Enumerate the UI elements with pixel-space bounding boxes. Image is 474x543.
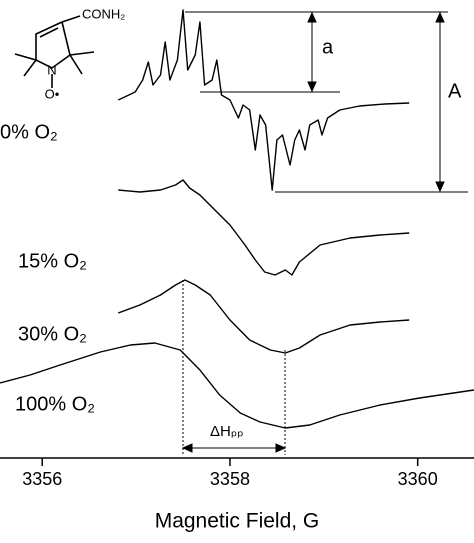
- arrow-head: [307, 11, 317, 23]
- x-axis-label: Magnetic Field, G: [155, 510, 320, 533]
- bond: [61, 15, 81, 23]
- arrow-head: [307, 81, 317, 93]
- x-tick-label: 3358: [210, 469, 250, 489]
- structure-label: N: [47, 62, 56, 77]
- spectrum-line: [0, 342, 474, 429]
- annotation: a: [322, 36, 334, 58]
- arrow-head: [275, 443, 287, 453]
- methyl: [14, 53, 37, 61]
- structure-label: O•: [45, 86, 60, 101]
- spectrum-line: [117, 9, 410, 191]
- annotation: ΔHₚₚ: [210, 423, 244, 440]
- arrow-head: [181, 443, 193, 453]
- methyl: [23, 59, 37, 77]
- amplitude-markers: [181, 11, 468, 455]
- series-label: 15% O₂: [18, 250, 87, 272]
- spectrum-line: [118, 279, 410, 354]
- structure: [14, 15, 95, 88]
- series-label: 100% O₂: [15, 393, 95, 415]
- series-label: 0% O₂: [0, 121, 58, 143]
- ring: [35, 21, 71, 69]
- arrow-head: [435, 11, 445, 23]
- double-bond: [39, 27, 59, 38]
- x-tick-label: 3356: [22, 469, 62, 489]
- arrow-head: [435, 181, 445, 193]
- methyl: [69, 54, 83, 75]
- series-label: 30% O₂: [18, 323, 87, 345]
- annotation: A: [448, 80, 462, 102]
- methyl: [69, 51, 95, 56]
- structure-label: CONH₂: [82, 6, 125, 21]
- x-tick-label: 3360: [398, 469, 438, 489]
- spectrum-line: [118, 179, 410, 276]
